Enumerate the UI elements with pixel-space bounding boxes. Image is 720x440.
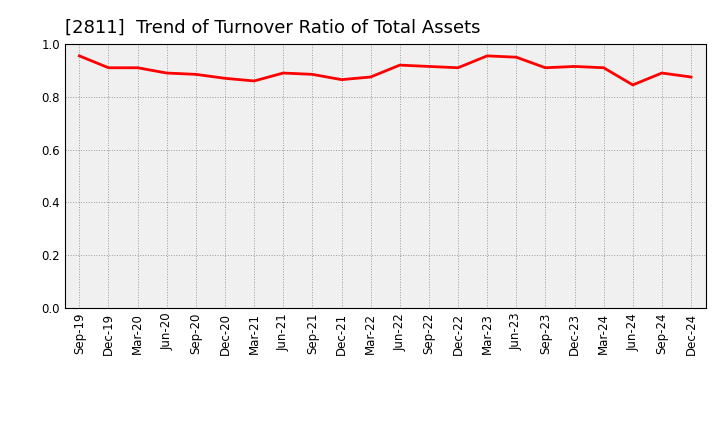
Text: [2811]  Trend of Turnover Ratio of Total Assets: [2811] Trend of Turnover Ratio of Total … <box>65 19 480 37</box>
